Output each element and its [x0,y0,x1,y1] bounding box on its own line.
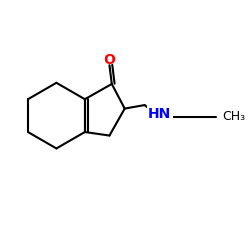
Text: CH₃: CH₃ [222,110,245,123]
Text: O: O [104,53,116,67]
Text: HN: HN [148,107,172,121]
